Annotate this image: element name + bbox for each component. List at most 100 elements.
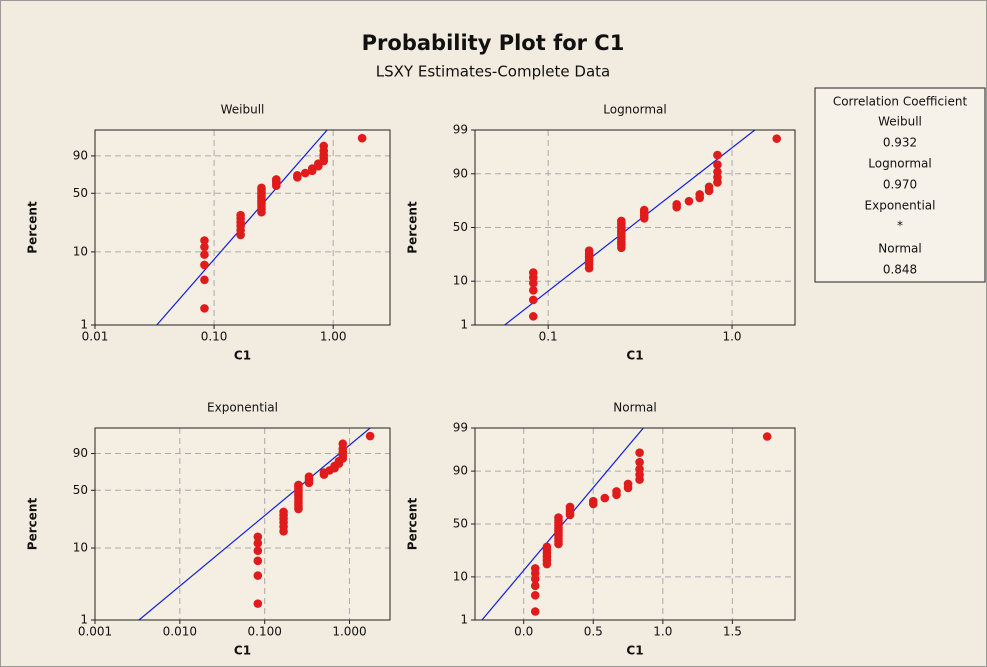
data-point <box>584 246 594 255</box>
x-tick-label: 0.5 <box>584 625 603 639</box>
data-point <box>200 275 209 285</box>
data-point <box>294 480 303 490</box>
panel-title: Lognormal <box>603 103 666 117</box>
legend-label: Normal <box>878 242 921 256</box>
data-point <box>530 564 540 573</box>
data-point <box>635 457 644 467</box>
data-point <box>528 295 538 305</box>
y-tick-label: 10 <box>453 569 468 583</box>
data-point <box>530 591 540 600</box>
data-point <box>612 487 621 496</box>
legend-box <box>814 87 986 283</box>
x-axis-label: C1 <box>234 644 251 658</box>
y-tick-label: 1 <box>80 613 88 627</box>
data-point <box>554 513 563 522</box>
x-tick-label: 1.0 <box>653 625 672 639</box>
legend-value: * <box>897 219 903 233</box>
data-point <box>236 210 245 220</box>
data-point <box>565 502 575 512</box>
data-point <box>635 464 644 474</box>
data-point <box>304 472 314 481</box>
data-point <box>200 250 209 259</box>
x-tick-label: 0.0 <box>514 625 533 639</box>
y-tick-label: 1 <box>460 613 468 627</box>
data-point <box>365 431 375 441</box>
data-point <box>253 532 263 542</box>
x-tick-label: 0.001 <box>78 625 112 639</box>
panel-title: Exponential <box>207 401 278 415</box>
y-tick-label: 90 <box>73 446 88 460</box>
x-axis-label: C1 <box>626 644 643 658</box>
y-axis-label: Percent <box>26 201 40 254</box>
y-tick-label: 1 <box>460 318 468 332</box>
plot-frame <box>94 427 391 621</box>
legend-label: Exponential <box>865 199 936 213</box>
x-tick-label: 0.100 <box>248 625 282 639</box>
data-point <box>588 496 598 506</box>
data-point <box>772 134 782 143</box>
plot-frame <box>94 129 391 326</box>
legend-value: 0.970 <box>883 178 917 192</box>
data-point <box>713 150 722 160</box>
legend-value: 0.932 <box>883 136 917 150</box>
data-point <box>319 141 329 151</box>
x-axis-label: C1 <box>626 349 643 363</box>
data-point <box>253 538 263 548</box>
y-tick-label: 50 <box>453 220 468 234</box>
data-point <box>279 507 288 517</box>
x-tick-label: 0.10 <box>201 330 228 344</box>
data-point <box>713 167 722 177</box>
legend-title: Correlation Coefficient <box>833 95 968 109</box>
data-point <box>253 546 263 556</box>
data-point <box>684 196 694 206</box>
data-point <box>600 493 610 503</box>
plot-frame <box>474 129 796 326</box>
x-tick-label: 1.5 <box>723 625 742 639</box>
data-point <box>338 439 348 449</box>
data-point <box>528 268 538 277</box>
data-point <box>528 312 538 321</box>
data-point <box>530 581 540 591</box>
legend-value: 0.848 <box>883 263 917 277</box>
x-tick-label: 0.01 <box>82 330 109 344</box>
data-point <box>253 556 263 566</box>
y-tick-label: 99 <box>453 123 468 137</box>
x-tick-label: 0.1 <box>539 330 558 344</box>
panel-title: Weibull <box>221 103 265 117</box>
data-point <box>253 571 263 580</box>
fit-line <box>504 130 756 325</box>
x-tick-label: 1.00 <box>320 330 347 344</box>
x-axis-label: C1 <box>234 349 251 363</box>
data-point <box>672 200 681 209</box>
data-point <box>200 260 209 270</box>
y-axis-label: Percent <box>406 201 420 254</box>
x-tick-label: 0.010 <box>163 625 197 639</box>
data-point <box>695 190 705 199</box>
y-tick-label: 99 <box>453 421 468 435</box>
y-axis-label: Percent <box>26 498 40 551</box>
y-tick-label: 50 <box>453 517 468 531</box>
x-tick-label: 1.000 <box>332 625 366 639</box>
y-tick-label: 90 <box>453 464 468 478</box>
y-axis-label: Percent <box>406 498 420 551</box>
data-point <box>272 175 281 184</box>
legend-label: Weibull <box>878 115 922 129</box>
plot-frame <box>474 427 796 621</box>
fit-line <box>481 428 644 620</box>
fit-line <box>138 428 371 620</box>
data-point <box>617 216 626 226</box>
page-title: Probability Plot for C1 <box>362 31 625 55</box>
data-point <box>639 205 649 215</box>
data-point <box>200 304 209 313</box>
data-point <box>528 286 538 295</box>
y-tick-label: 10 <box>453 274 468 288</box>
data-point <box>200 242 209 252</box>
data-point <box>623 479 633 489</box>
y-tick-label: 50 <box>73 483 88 497</box>
x-tick-label: 1.0 <box>722 330 741 344</box>
data-point <box>357 133 367 143</box>
y-tick-label: 10 <box>73 244 88 258</box>
data-point <box>253 599 263 608</box>
data-point <box>257 183 266 193</box>
